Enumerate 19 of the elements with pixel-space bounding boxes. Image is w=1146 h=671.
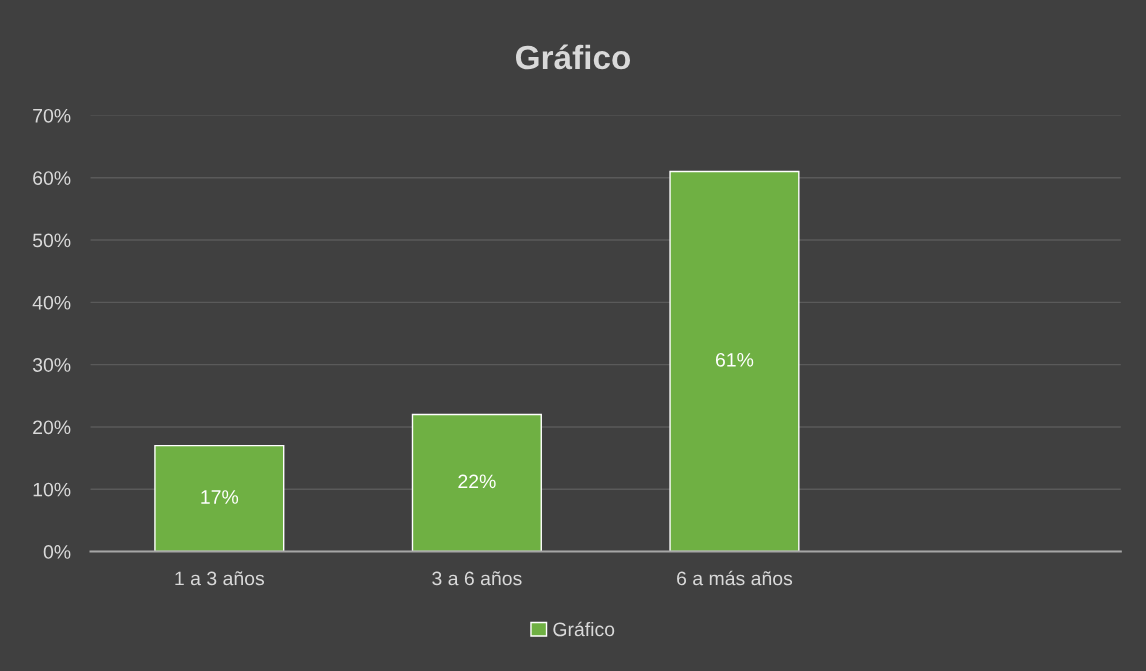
y-tick-label: 20% [33,420,71,435]
y-tick-label: 30% [32,358,71,372]
data-label: 61% [715,352,754,367]
y-tick-label: 50% [32,233,71,248]
y-tick-label: 0% [43,545,71,559]
x-tick-label: 6 a más años [677,570,793,586]
bar [669,170,800,552]
y-tick-label: 60% [33,171,71,185]
x-tick-label: 3 a 6 años [432,571,522,586]
y-tick-label: 40% [32,295,71,310]
y-tick-label: 10% [33,482,71,497]
data-label: 22% [458,474,496,489]
data-label: 17% [201,490,239,504]
y-tick-label: 70% [33,108,71,123]
x-tick-label: 1 a 3 años [175,571,265,586]
bar [154,444,285,552]
bar [411,413,542,552]
legend-label: Gráfico [553,621,615,637]
chart-title: Gráfico [516,44,631,70]
